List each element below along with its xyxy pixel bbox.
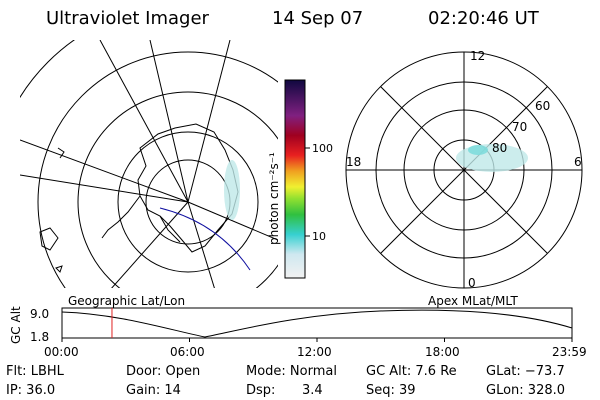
apex-panel-label: Apex MLat/MLT: [428, 294, 518, 308]
time-tick-label: 23:59: [552, 345, 587, 359]
date-label: 14 Sep 07: [272, 8, 364, 29]
time-tick-label: 06:00: [170, 345, 205, 359]
mlt-label-0: 0: [468, 276, 476, 290]
dsp-value: 3.4: [302, 383, 323, 398]
time-tick-label: 12:00: [297, 345, 332, 359]
mlat-label-80: 80: [492, 141, 507, 155]
altitude-curve: [61, 309, 573, 338]
gc-alt-info: GC Alt: 7.6 Re: [366, 364, 457, 379]
lat-circle: [117, 131, 259, 273]
time-label: 02:20:46 UT: [428, 8, 539, 29]
mode-info: Mode: Normal: [246, 364, 337, 379]
mlt-label-18: 18: [346, 155, 361, 169]
island-outline: [55, 265, 63, 273]
colorbar: 100 10 photon cm⁻²s⁻¹: [267, 79, 333, 279]
timeline-frame: [61, 307, 573, 339]
time-tick-label: 00:00: [44, 345, 79, 359]
mlt-label-12: 12: [470, 49, 485, 63]
colorbar-unit-label: photon cm⁻²s⁻¹: [267, 152, 281, 245]
instrument-title: Ultraviolet Imager: [46, 8, 209, 29]
polar-aurora-core: [468, 145, 488, 155]
meridian: [20, 139, 189, 203]
gain-info: Gain: 14: [126, 383, 181, 398]
glat-info: GLat: −73.7: [486, 364, 565, 379]
mlt-label-6: 6: [574, 155, 582, 169]
coast-outline: [57, 147, 65, 159]
altitude-tick-bottom: 1.8: [30, 330, 49, 344]
colorbar-tick-10: 10: [312, 230, 326, 243]
terminator-line: [159, 207, 251, 271]
meridian: [187, 201, 278, 241]
seq-info: Seq: 39: [366, 383, 416, 398]
meridian: [149, 40, 189, 203]
filter-info: Flt: LBHL: [6, 364, 64, 379]
meridian: [99, 40, 189, 203]
meridian: [20, 174, 189, 203]
mlat-label-70: 70: [512, 120, 527, 134]
altitude-axis-label: GC Alt: [9, 306, 23, 344]
colorbar-tick-100: 100: [312, 142, 333, 155]
mlat-label-60: 60: [535, 99, 550, 113]
meridian: [187, 201, 215, 288]
geographic-panel-label: Geographic Lat/Lon: [68, 294, 186, 308]
south-america-tip: [39, 227, 59, 251]
peninsula-outline: [101, 195, 141, 239]
dsp-label: Dsp:: [246, 383, 276, 398]
colorbar-gradient: [284, 79, 306, 279]
lat-circle: [77, 91, 278, 288]
ice-shelf-outline: [159, 215, 181, 243]
polar-diagonal: [380, 86, 548, 254]
antarctica-outline: [137, 123, 239, 253]
meridian: [187, 40, 231, 203]
door-info: Door: Open: [126, 364, 201, 379]
meridian: [111, 201, 189, 288]
lat-circle: [37, 51, 278, 288]
aurora-glow: [224, 160, 240, 220]
altitude-tick-top: 9.0: [30, 307, 49, 321]
time-tick-label: 18:00: [425, 345, 460, 359]
glon-info: GLon: 328.0: [486, 383, 566, 398]
ip-info: IP: 36.0: [6, 383, 56, 398]
